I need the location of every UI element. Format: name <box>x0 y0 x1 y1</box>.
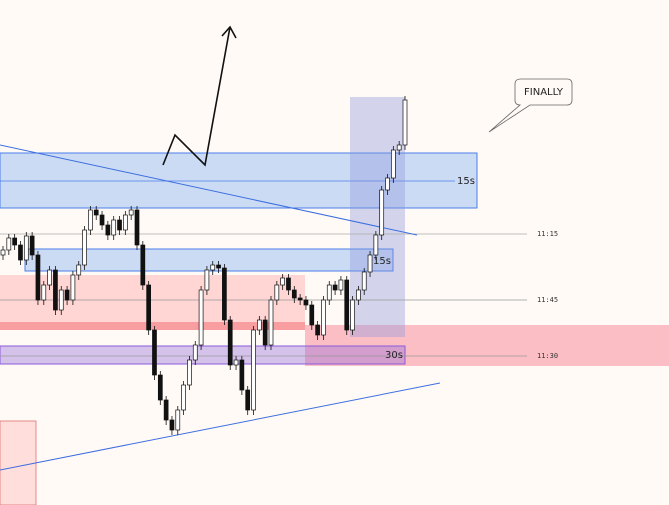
candle-body <box>53 269 58 311</box>
candle-body <box>256 319 262 331</box>
candle-body <box>402 99 408 146</box>
purple-zone <box>0 345 406 365</box>
candle-body <box>390 149 396 179</box>
candle-body <box>111 219 117 236</box>
candle-body <box>93 209 99 216</box>
candle-body <box>134 209 140 246</box>
candle-body <box>262 319 268 346</box>
zone-label: 15s <box>457 176 475 187</box>
candle-body <box>373 234 379 256</box>
candle-body <box>315 324 320 336</box>
candle-body <box>303 299 309 306</box>
candle-body <box>70 274 76 301</box>
candle-body <box>58 289 64 311</box>
candle-body <box>105 224 111 236</box>
candle-body <box>321 299 326 336</box>
candle-body <box>117 219 122 231</box>
candle-body <box>385 177 390 191</box>
candle-body <box>291 289 297 299</box>
candle-body <box>6 237 12 251</box>
candle-body <box>122 214 128 231</box>
callout-bubble <box>488 78 573 133</box>
candle-body <box>192 344 198 361</box>
candle-body <box>41 284 47 301</box>
candle-body <box>23 235 29 261</box>
candle-body <box>181 384 186 411</box>
candle-body <box>18 244 23 261</box>
candle-body <box>338 279 344 291</box>
candle-body <box>64 289 70 301</box>
candle-body <box>169 419 175 431</box>
candle-body <box>204 269 210 291</box>
arrow-head <box>221 25 237 39</box>
zone-label: 30s <box>385 350 403 361</box>
candle-body <box>88 209 93 231</box>
candle-body <box>175 409 181 431</box>
candle-body <box>76 264 82 276</box>
candle-body <box>297 297 303 301</box>
candle-body <box>251 329 256 411</box>
projection-arrow <box>162 26 231 167</box>
supply-zone-edge <box>0 322 305 330</box>
candle-body <box>99 214 105 226</box>
candle-body <box>140 244 146 286</box>
candle-body <box>239 359 245 391</box>
candle-body <box>210 264 216 271</box>
candle-body <box>286 277 291 291</box>
candle-body <box>233 359 239 366</box>
price-line-label: 11:45 <box>537 296 558 304</box>
candle-body <box>227 319 233 366</box>
price-line-label: 11:15 <box>537 230 558 238</box>
bottom-zone <box>0 420 37 505</box>
candle-body <box>361 271 367 291</box>
candle-body <box>309 304 315 326</box>
candle-body <box>367 254 373 273</box>
candle-body <box>326 284 332 301</box>
candle-body <box>344 279 350 331</box>
zone-label: 15s <box>373 256 391 267</box>
price-line-label: 11:30 <box>537 352 558 360</box>
candle-body <box>396 144 402 151</box>
candle-body <box>187 359 192 386</box>
candle-body <box>332 284 338 291</box>
candle-body <box>379 189 385 236</box>
candle-body <box>29 235 35 256</box>
candle-body <box>128 209 134 216</box>
top-blue-zone <box>0 152 478 209</box>
candle-body <box>198 289 204 346</box>
candle-body <box>0 249 6 256</box>
trend-line <box>0 144 418 236</box>
candle-body <box>157 374 163 401</box>
candle-body <box>268 299 274 346</box>
candle-body <box>350 299 355 331</box>
callout-text: FINALLY <box>524 87 564 98</box>
candle-body <box>47 269 52 286</box>
candle-body <box>222 267 227 321</box>
candle-body <box>280 277 286 286</box>
candles <box>0 96 408 435</box>
candle-body <box>35 254 41 301</box>
candle-body <box>245 389 251 411</box>
candle-body <box>216 264 221 269</box>
candle-body <box>356 289 361 301</box>
candle-body <box>82 229 87 266</box>
candle-body <box>146 284 152 331</box>
candle-body <box>152 329 157 376</box>
candle-body <box>12 237 18 246</box>
candle-body <box>163 399 169 421</box>
candle-body <box>274 284 280 301</box>
trend-line <box>0 382 441 471</box>
